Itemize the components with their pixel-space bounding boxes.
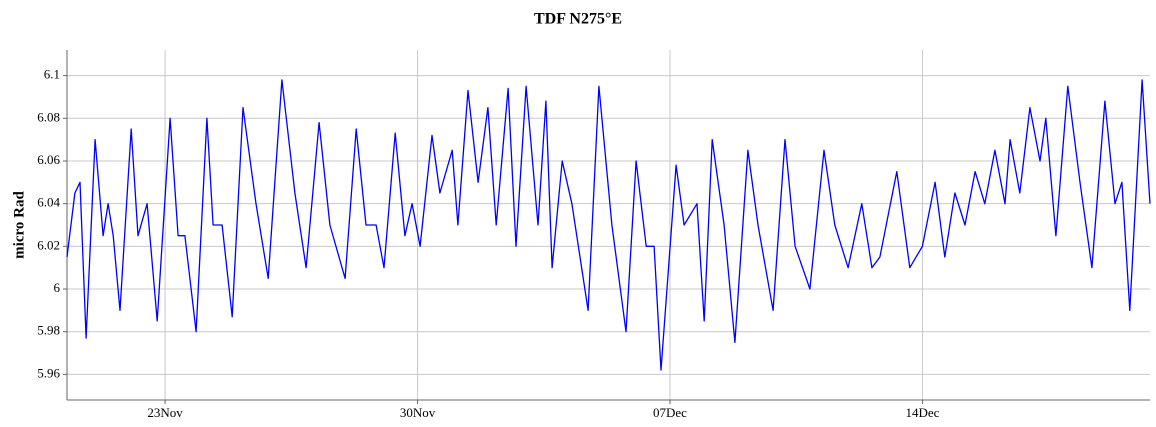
y-tick-label: 6.08 <box>37 109 60 124</box>
chart-title: TDF N275°E <box>534 11 622 28</box>
y-tick-label: 6.1 <box>44 67 60 82</box>
y-tick-label: 6.02 <box>37 237 60 252</box>
x-tick-label: 07Dec <box>653 405 687 420</box>
y-tick-label: 6.06 <box>37 152 60 167</box>
y-axis-label: micro Rad <box>11 191 27 259</box>
x-tick-label: 23Nov <box>147 405 183 420</box>
x-tick-label: 14Dec <box>905 405 939 420</box>
x-tick-label: 30Nov <box>400 405 436 420</box>
y-tick-label: 5.98 <box>37 323 60 338</box>
data-line <box>66 79 1151 371</box>
y-tick-label: 6.04 <box>37 195 60 210</box>
y-tick-label: 5.96 <box>37 365 60 380</box>
y-tick-label: 6 <box>54 280 61 295</box>
